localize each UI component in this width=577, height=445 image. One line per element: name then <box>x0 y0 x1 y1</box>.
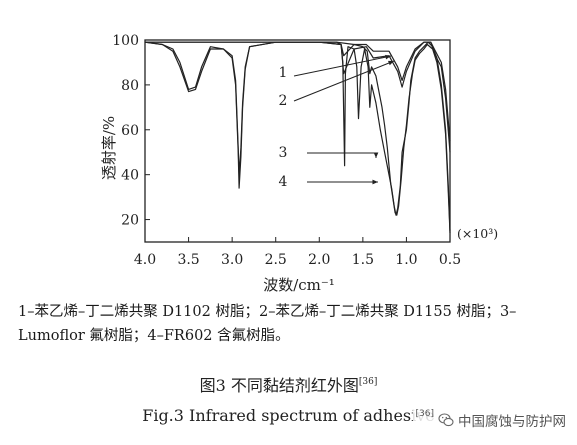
series-line-2 <box>144 41 451 189</box>
annotation-leader-1 <box>293 55 392 77</box>
y-tick-label: 100 <box>112 33 139 49</box>
x-tick-label: 2.0 <box>308 252 330 268</box>
figure-caption-en: Fig.3 Infrared spectrum of adhesive <box>142 406 435 425</box>
x-tick-label: 3.5 <box>177 252 199 268</box>
caption-reference: [36] <box>358 377 378 387</box>
annotation-label-4: 4 <box>279 174 288 190</box>
annotation-label-2: 2 <box>279 93 288 109</box>
x-axis-multiplier: (×10³) <box>457 226 498 241</box>
y-tick-label: 40 <box>121 168 139 184</box>
x-axis-label: 波数/cm⁻¹ <box>263 276 335 294</box>
x-tick-label: 1.5 <box>352 252 374 268</box>
series-legend-text: 1–苯乙烯–丁二烯共聚 D1102 树脂；2–苯乙烯–丁二烯共聚 D1155 树… <box>18 304 517 344</box>
annotation-arrowhead <box>388 60 394 66</box>
y-axis-label: 透射率/% <box>100 116 118 180</box>
annotation-layer: 1 2 3 4 <box>279 54 395 190</box>
ir-spectrum-chart: 4.0 3.5 3.0 2.5 2.0 1.5 1.0 0.5 100 80 60 40 20 1 2 3… <box>100 33 498 294</box>
watermark-text: 中国腐蚀与防护网 <box>458 414 566 430</box>
y-axis-ticks: 100 80 60 40 20 <box>112 33 150 229</box>
y-tick-label: 60 <box>121 123 139 139</box>
figure-caption-cn: 图3 不同黏结剂红外图[36] <box>199 376 378 395</box>
x-axis-ticks: 4.0 3.5 3.0 2.5 2.0 1.5 1.0 0.5 <box>134 237 461 268</box>
watermark-ref: [36] <box>415 409 434 419</box>
annotation-leader-2 <box>293 60 395 102</box>
x-tick-label: 1.0 <box>395 252 417 268</box>
wechat-icon <box>438 413 454 427</box>
series-line-3 <box>145 41 451 231</box>
y-tick-label: 20 <box>121 213 139 229</box>
series-line-1 <box>144 41 451 176</box>
annotation-leader-3 <box>307 152 377 158</box>
x-tick-label: 0.5 <box>439 252 461 268</box>
x-tick-label: 3.0 <box>221 252 243 268</box>
watermark: [36] 中国腐蚀与防护网 <box>412 409 569 431</box>
annotation-arrowhead <box>372 179 378 185</box>
series-layer <box>144 41 451 234</box>
annotation-arrowhead <box>385 54 391 60</box>
annotation-arrowhead <box>373 152 379 158</box>
x-tick-label: 2.5 <box>265 252 287 268</box>
x-tick-label: 4.0 <box>134 252 156 268</box>
annotation-label-1: 1 <box>279 65 288 81</box>
series-line-4 <box>145 41 451 234</box>
annotation-label-3: 3 <box>279 145 288 161</box>
y-tick-label: 80 <box>121 78 139 94</box>
